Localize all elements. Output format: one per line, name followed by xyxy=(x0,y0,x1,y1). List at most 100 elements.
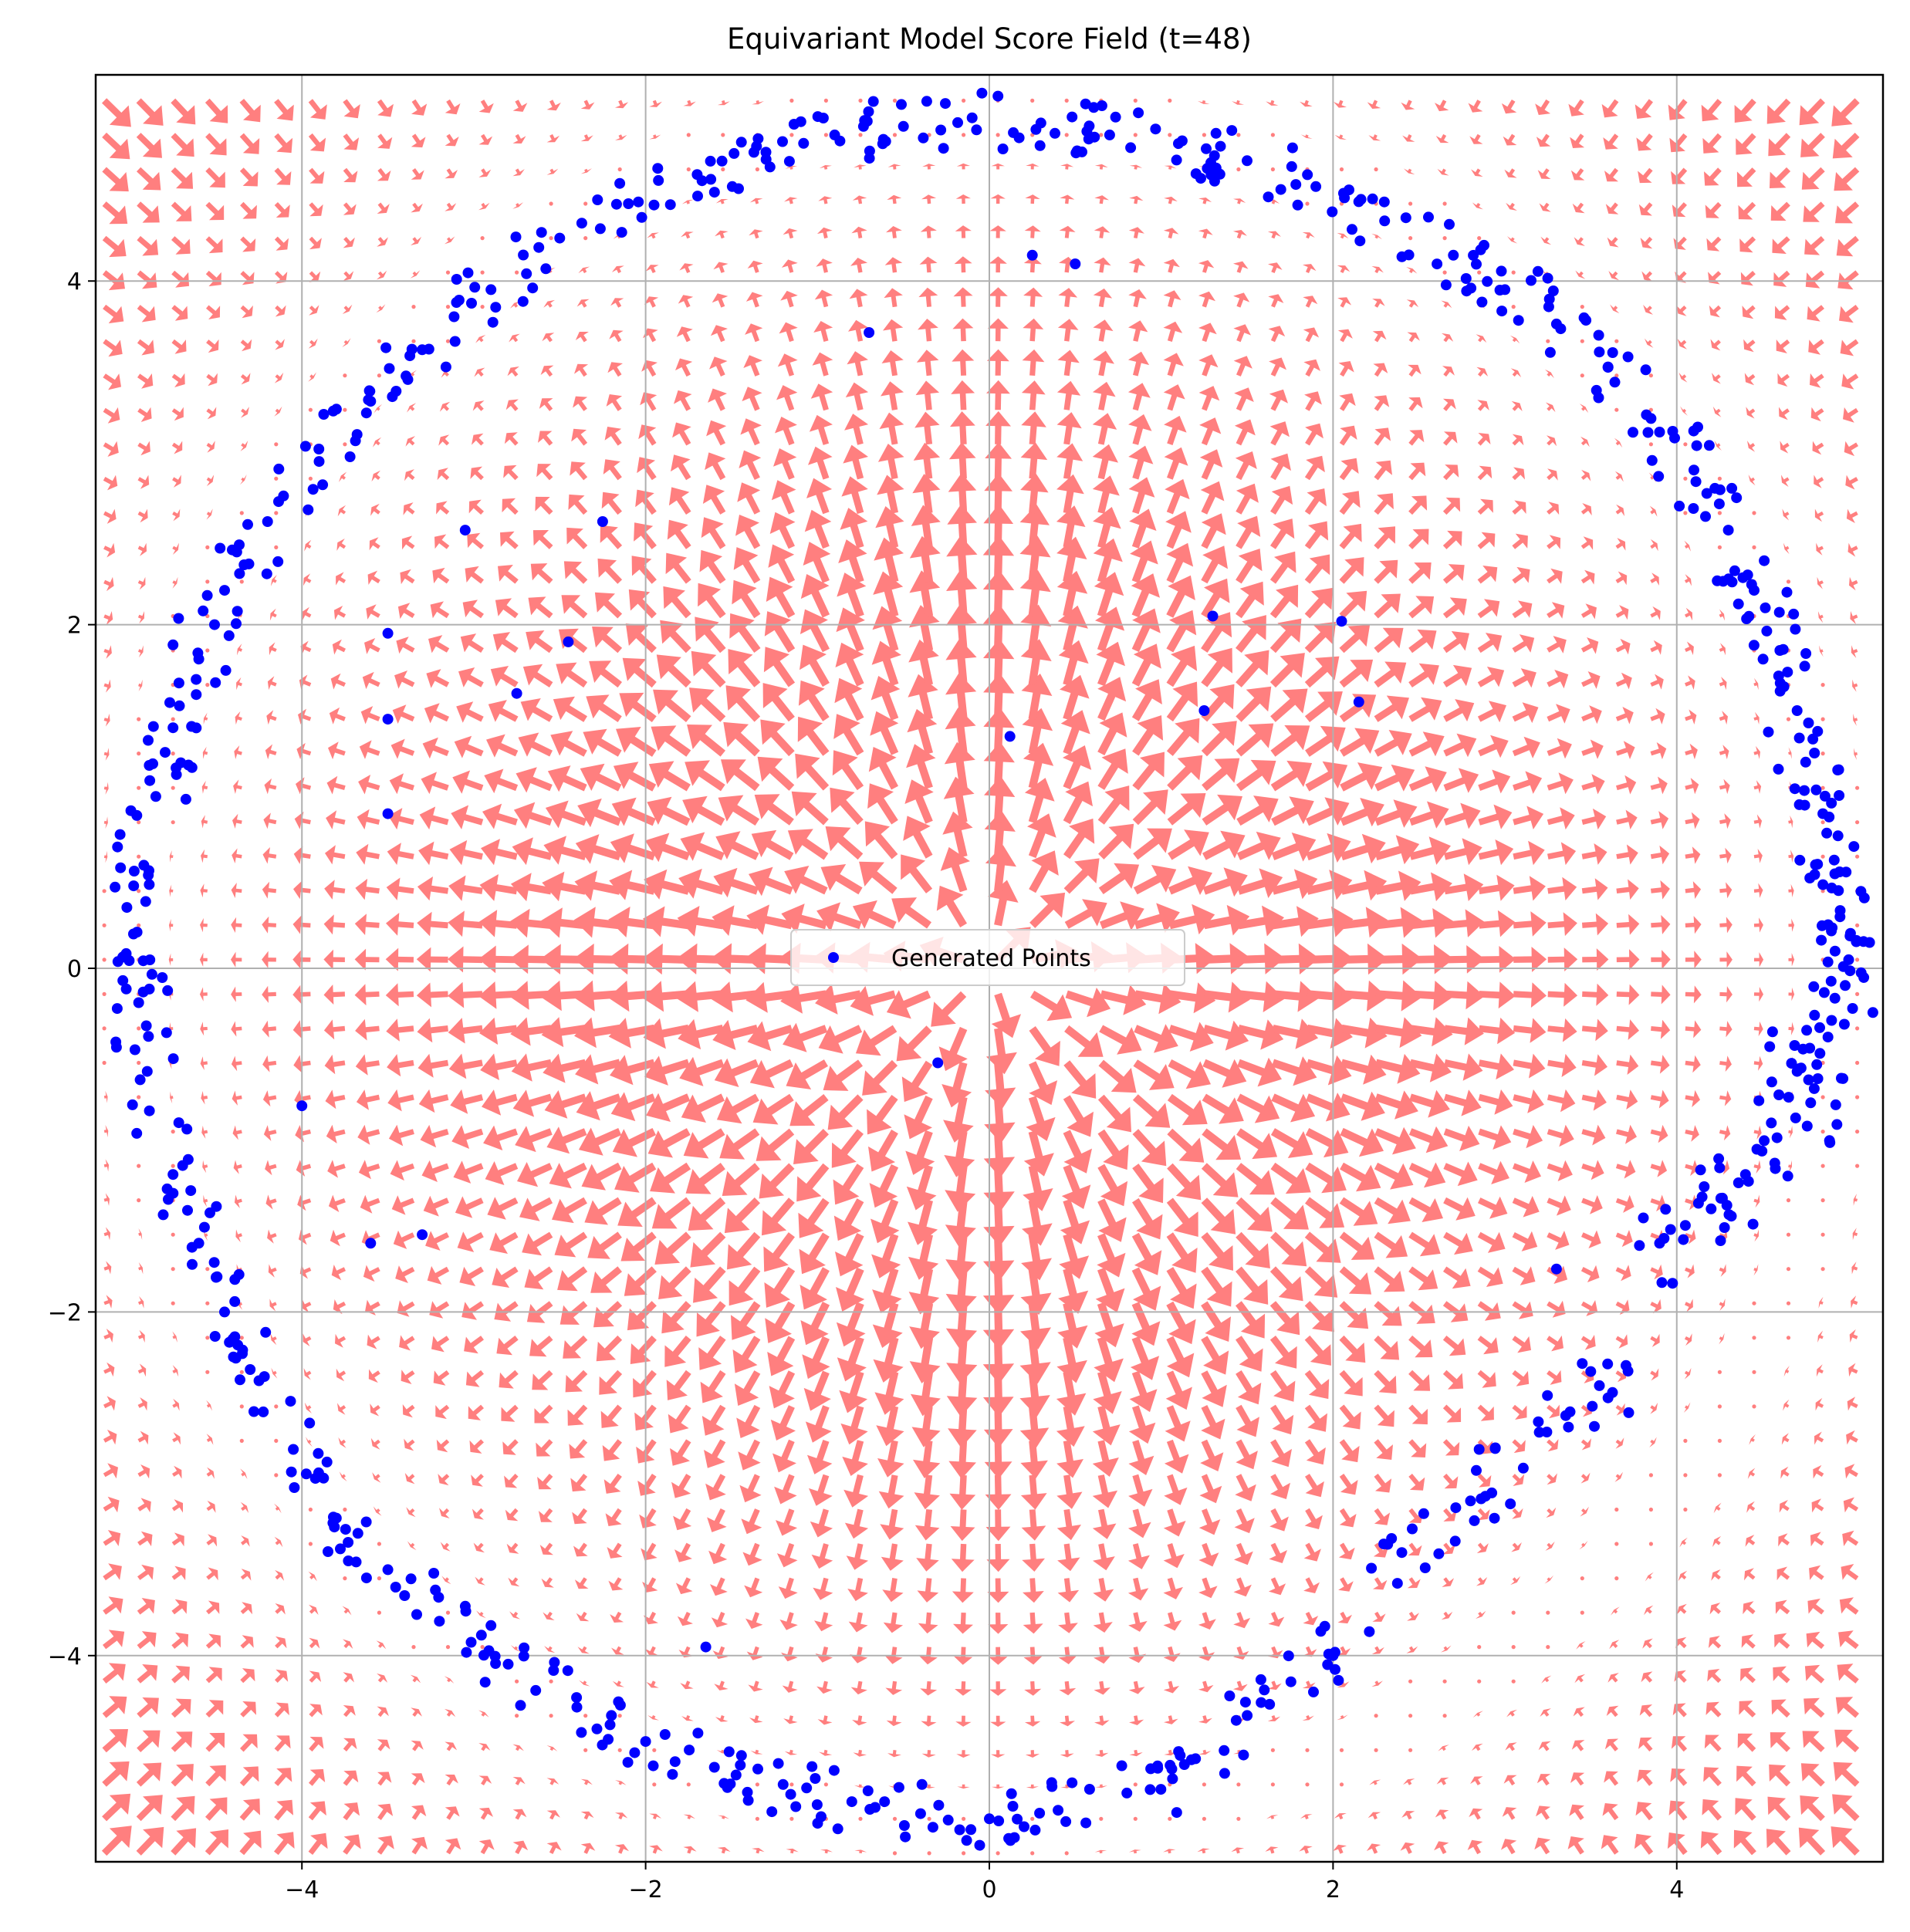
field-arrow xyxy=(239,1370,244,1374)
field-arrow xyxy=(274,99,294,121)
field-arrow xyxy=(1022,1199,1053,1246)
field-arrow xyxy=(1303,296,1318,308)
field-arrow xyxy=(1616,949,1640,971)
field-arrow xyxy=(1710,339,1721,351)
field-arrow xyxy=(1844,1464,1858,1479)
field-arrow xyxy=(1029,1061,1058,1106)
field-arrow xyxy=(1132,1094,1171,1128)
field-arrow xyxy=(983,1372,1014,1417)
field-arrow xyxy=(892,1816,898,1821)
field-arrow xyxy=(745,981,793,1013)
field-arrow xyxy=(892,1851,898,1856)
field-arrow xyxy=(907,708,938,755)
field-arrow xyxy=(330,673,346,690)
field-arrow xyxy=(1736,167,1756,187)
field-arrow xyxy=(1163,1508,1186,1537)
data-point xyxy=(327,405,339,417)
field-arrow xyxy=(1479,910,1516,937)
field-arrow xyxy=(651,1197,691,1229)
field-arrow xyxy=(713,867,759,898)
field-arrow xyxy=(1407,332,1420,343)
field-arrow xyxy=(445,1741,458,1751)
field-arrow xyxy=(848,1612,868,1633)
field-arrow xyxy=(203,712,208,724)
field-arrow xyxy=(303,1333,312,1346)
data-point xyxy=(405,1573,417,1585)
field-arrow xyxy=(1337,232,1349,239)
data-point xyxy=(1144,1784,1156,1795)
plot-area xyxy=(94,73,1885,1863)
field-arrow xyxy=(1546,1645,1550,1650)
field-arrow xyxy=(445,202,457,211)
data-point xyxy=(1667,426,1678,437)
field-arrow xyxy=(1200,481,1225,515)
field-arrow xyxy=(1408,629,1437,654)
data-point xyxy=(317,479,329,491)
field-arrow xyxy=(1547,807,1575,830)
field-arrow xyxy=(1820,889,1825,893)
field-arrow xyxy=(762,1197,795,1236)
field-arrow xyxy=(1813,1464,1824,1479)
field-arrow xyxy=(1019,504,1050,548)
field-arrow xyxy=(239,511,244,515)
data-point xyxy=(976,87,988,99)
field-arrow xyxy=(957,1784,970,1789)
field-arrow xyxy=(1236,167,1241,172)
field-arrow xyxy=(231,1021,242,1037)
field-arrow xyxy=(708,388,727,411)
field-arrow xyxy=(1781,1433,1790,1445)
field-arrow xyxy=(487,1197,519,1220)
field-arrow xyxy=(1644,1605,1654,1616)
field-arrow xyxy=(1547,502,1560,515)
field-arrow xyxy=(1306,1055,1352,1086)
field-arrow xyxy=(1685,1020,1702,1039)
field-arrow xyxy=(330,1229,346,1247)
field-arrow xyxy=(1097,1198,1127,1242)
field-arrow xyxy=(1443,699,1475,722)
data-point xyxy=(1330,1663,1340,1675)
field-arrow xyxy=(205,1765,226,1787)
field-arrow xyxy=(1099,133,1104,137)
field-arrow xyxy=(724,1197,760,1234)
field-arrow xyxy=(1513,1089,1544,1113)
field-arrow xyxy=(904,1095,933,1140)
field-arrow xyxy=(1165,1370,1192,1410)
field-arrow xyxy=(1168,829,1209,860)
data-point xyxy=(180,793,191,805)
data-point xyxy=(1347,224,1357,235)
field-arrow xyxy=(1409,1053,1452,1083)
field-arrow xyxy=(1512,500,1526,515)
field-arrow xyxy=(1615,504,1625,516)
field-arrow xyxy=(871,640,901,687)
field-arrow xyxy=(335,1333,347,1348)
field-arrow xyxy=(101,1826,132,1856)
field-arrow xyxy=(1442,398,1456,411)
field-arrow xyxy=(1020,604,1052,651)
data-point xyxy=(652,163,664,174)
data-point xyxy=(1777,643,1789,655)
field-arrow xyxy=(951,380,975,410)
field-arrow xyxy=(473,1542,485,1553)
field-arrow xyxy=(1133,1816,1138,1821)
field-arrow xyxy=(1300,1814,1313,1819)
field-arrow xyxy=(1063,818,1095,860)
field-arrow xyxy=(843,1474,869,1508)
field-arrow xyxy=(641,1542,658,1561)
field-arrow xyxy=(103,1563,122,1581)
field-arrow xyxy=(1808,339,1824,355)
field-arrow xyxy=(1839,1597,1859,1615)
field-arrow xyxy=(610,1092,656,1122)
data-point xyxy=(898,120,909,132)
field-arrow xyxy=(1374,627,1404,654)
field-arrow xyxy=(343,202,357,215)
field-arrow xyxy=(776,385,798,411)
data-point xyxy=(162,985,174,996)
field-arrow xyxy=(1685,743,1698,760)
field-arrow xyxy=(836,1302,866,1347)
field-arrow xyxy=(948,442,976,479)
field-arrow xyxy=(239,475,247,485)
data-point xyxy=(1012,1813,1023,1825)
field-arrow xyxy=(617,1197,657,1227)
field-arrow xyxy=(1512,1474,1525,1486)
field-arrow xyxy=(1408,697,1442,722)
